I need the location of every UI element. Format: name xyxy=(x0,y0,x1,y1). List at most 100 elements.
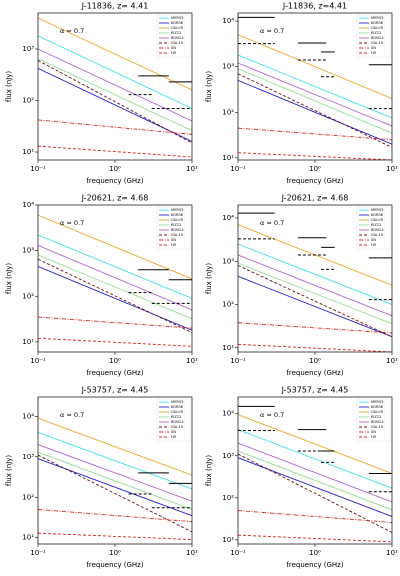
y-tick-label: 10⁴ xyxy=(22,412,34,420)
legend-box xyxy=(356,206,391,250)
series-line xyxy=(38,35,192,109)
plot-frame xyxy=(237,12,393,161)
plot-frame xyxy=(237,396,393,545)
legend-label: BON13 xyxy=(371,228,384,232)
series-line xyxy=(38,234,192,299)
series-line xyxy=(238,79,392,145)
legend-label: KOR06 xyxy=(171,405,184,409)
series-line xyxy=(38,245,192,311)
series-line xyxy=(238,127,392,141)
y-tick-label: 10¹ xyxy=(22,534,34,542)
series-line xyxy=(38,417,192,476)
x-tick-label: 10⁻¹ xyxy=(230,357,246,365)
y-tick-label: 10¹ xyxy=(222,344,234,352)
series-line xyxy=(38,60,192,144)
x-tick-label: 10¹ xyxy=(386,549,398,557)
panel-title: J-20621, z= 4.68 xyxy=(81,194,149,203)
legend-label: PIZ12 xyxy=(171,223,181,227)
series-line xyxy=(38,316,192,329)
series-line xyxy=(238,442,392,503)
legend-label: HII xyxy=(171,435,176,439)
legend-label: MER03 xyxy=(371,208,383,212)
x-tick-label: 10¹ xyxy=(186,357,198,365)
x-tick-label: 10⁻¹ xyxy=(30,165,46,173)
x-tick-label: 10¹ xyxy=(186,549,198,557)
series-line xyxy=(238,34,392,99)
legend-label: BON13 xyxy=(171,36,184,40)
y-tick-label: 10³ xyxy=(22,247,34,255)
series-line xyxy=(38,431,192,490)
series-line xyxy=(238,265,392,338)
series-line xyxy=(38,451,192,510)
plot-frame xyxy=(37,204,193,353)
x-tick-label: 10¹ xyxy=(386,165,398,173)
legend-label: MER03 xyxy=(171,16,183,20)
legend-label: BON13 xyxy=(171,228,184,232)
series-line xyxy=(238,453,392,533)
legend-label: GUL19 xyxy=(371,425,384,429)
legend-label: GUL19 xyxy=(371,41,384,45)
legend-label: GUL09 xyxy=(371,218,384,222)
legend-label: GUL09 xyxy=(371,26,384,30)
legend-label: SN xyxy=(171,238,176,242)
series-line xyxy=(238,275,392,338)
series-line xyxy=(38,458,192,517)
annotation: α = 0.7 xyxy=(260,411,284,419)
legend-label: GUL09 xyxy=(171,26,184,30)
legend-label: KOR06 xyxy=(371,405,384,409)
panel-title: J-11836, z= 4.41 xyxy=(81,2,149,11)
y-tick-label: 10¹ xyxy=(222,154,234,162)
legend-label: PIZ12 xyxy=(171,31,181,35)
series-line xyxy=(38,119,192,135)
legend-box xyxy=(156,398,191,442)
legend-label: GUL19 xyxy=(171,41,184,45)
series-line xyxy=(38,444,192,502)
x-tick-label: 10⁻¹ xyxy=(230,165,246,173)
y-tick-label: 10³ xyxy=(22,453,34,461)
legend-label: BON13 xyxy=(171,420,184,424)
panel-title: J-11836, z=4.41 xyxy=(282,2,347,11)
legend-label: KOR06 xyxy=(371,21,384,25)
series-line xyxy=(38,145,192,158)
x-tick-label: 10¹ xyxy=(186,165,198,173)
x-tick-label: 10⁻¹ xyxy=(30,549,46,557)
series-line xyxy=(238,414,392,474)
x-axis-label: frequency (GHz) xyxy=(286,369,343,377)
series-line xyxy=(38,58,192,132)
y-tick-label: 10³ xyxy=(22,45,34,53)
legend-label: MER03 xyxy=(171,208,183,212)
y-axis-label: flux (nJy) xyxy=(5,71,13,103)
legend-label: KOR06 xyxy=(171,21,184,25)
series-line xyxy=(38,254,192,320)
legend-label: BON13 xyxy=(371,420,384,424)
x-axis-label: frequency (GHz) xyxy=(86,369,143,377)
y-axis-label: flux (nJy) xyxy=(205,263,213,295)
legend-label: SN xyxy=(171,430,176,434)
x-tick-label: 10⁰ xyxy=(109,357,121,365)
series-line xyxy=(238,54,392,119)
series-line xyxy=(238,243,392,305)
series-line xyxy=(238,429,392,489)
x-axis-label: frequency (GHz) xyxy=(86,177,143,185)
series-line xyxy=(38,17,192,91)
legend-label: HII xyxy=(371,435,376,439)
y-tick-label: 10⁴ xyxy=(222,410,234,418)
series-line xyxy=(238,254,392,317)
legend-label: KOR06 xyxy=(371,213,384,217)
y-tick-label: 10¹ xyxy=(22,338,34,346)
series-line xyxy=(238,534,392,543)
y-tick-label: 10² xyxy=(22,493,34,501)
panel-title: J-20621, z= 4.68 xyxy=(281,194,349,203)
legend-label: HII xyxy=(371,51,376,55)
legend-label: SN xyxy=(371,238,376,242)
plot-frame xyxy=(237,204,393,353)
annotation: α = 0.7 xyxy=(60,411,84,419)
legend-label: MER03 xyxy=(171,400,183,404)
series-line xyxy=(238,510,392,523)
legend-label: MER03 xyxy=(371,400,383,404)
legend-label: GUL09 xyxy=(171,218,184,222)
y-tick-label: 10² xyxy=(222,301,234,309)
y-tick-label: 10² xyxy=(222,108,234,116)
legend-label: SN xyxy=(371,46,376,50)
